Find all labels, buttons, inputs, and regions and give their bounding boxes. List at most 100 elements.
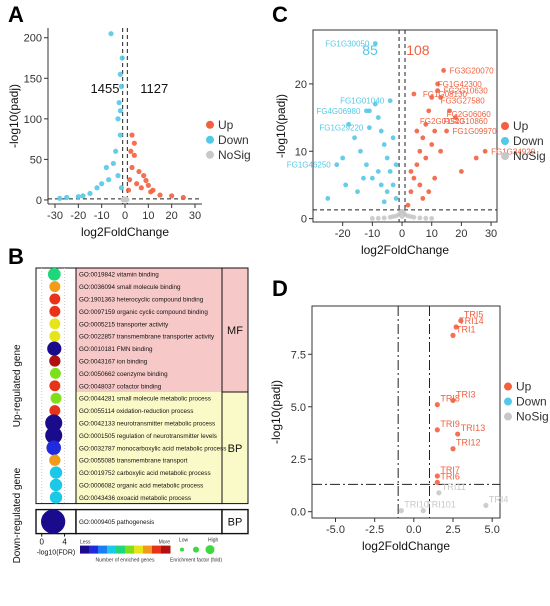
panel-b-bubble — [49, 454, 61, 466]
panel-c-y-tick-label: 20 — [295, 79, 307, 91]
panel-c-point-down — [375, 115, 381, 120]
panel-d-point-up — [455, 431, 461, 437]
panel-c-point-up — [423, 155, 429, 161]
panel-a-x-tick-label: -30 — [47, 210, 63, 222]
panel-a-x-axis-title: log2FoldChange — [81, 225, 169, 239]
panel-d-x-tick-label: -5.0 — [326, 524, 345, 536]
panel-d-x-axis-title: log2FoldChange — [362, 539, 450, 553]
panel-c-point-up — [453, 115, 458, 120]
panel-c-legend-label-up: Up — [513, 119, 529, 133]
panel-a-point-up — [138, 185, 144, 191]
panel-b-bubble — [45, 414, 63, 432]
panel-a-point-down — [64, 194, 70, 201]
panel-a-x-tick-label: -20 — [70, 210, 86, 222]
panel-b-size-legend-low: Low — [179, 538, 189, 544]
panel-c-y-tick-label: 10 — [295, 146, 307, 158]
panel-d-point-label: TRI4 — [489, 494, 509, 504]
panel-c-gene-label: FG1G01040 — [340, 97, 385, 106]
panel-a-y-tick-label: 150 — [24, 73, 42, 85]
panel-c-point-up — [432, 175, 438, 181]
panel-b-colorbar-segment — [80, 545, 90, 554]
panel-a-legend-swatch-up — [206, 120, 214, 129]
panel-a-point-down — [118, 83, 125, 89]
panel-c-point-up — [408, 189, 414, 195]
panel-b-bubble — [50, 392, 62, 404]
panel-d-point-label: TRI1 — [456, 324, 476, 334]
panel-c-point-down — [381, 142, 387, 147]
panel-c-point-up — [438, 94, 444, 100]
panel-b-group-label: BP — [228, 517, 243, 529]
panel-c-gene-label: FG2G10630 — [444, 87, 489, 96]
panel-d-point-up — [434, 479, 440, 485]
panel-c-point-nosig — [417, 215, 423, 221]
panel-b-term-label: GO:0042133 neurotransmitter metabolic pr… — [79, 421, 215, 428]
panel-b-colorbar-segment — [107, 545, 117, 554]
panel-a-point-up — [127, 177, 133, 183]
panel-a-point-down — [57, 195, 63, 201]
panel-b-x-tick-label: 4 — [62, 538, 67, 547]
panel-c-point-up — [420, 196, 426, 201]
panel-c-point-down — [387, 169, 393, 174]
panel-b-term-label: GO:0009405 pathogenesis — [79, 519, 154, 526]
panel-c-point-up — [444, 128, 449, 134]
panel-d-legend-swatch-nosig — [504, 412, 512, 421]
panel-b-bubble — [49, 330, 61, 342]
panel-c-point-down — [358, 148, 363, 154]
panel-b-bubble — [49, 380, 61, 392]
panel-c-point-up — [429, 94, 435, 100]
panel-c-gene-label: FG1G09970 — [453, 127, 498, 136]
panel-c-point-down — [343, 182, 349, 188]
panel-d-point-nosig — [420, 508, 426, 514]
panel-c-point-nosig — [408, 214, 414, 220]
panel-b-size-legend-dot — [205, 545, 215, 555]
panel-c-point-up — [473, 155, 479, 161]
panel-c-point-up — [426, 108, 432, 114]
panel-a-up-count: 1127 — [140, 81, 168, 96]
panel-a-point-down — [117, 132, 123, 138]
panel-a-point-down — [99, 181, 105, 187]
panel-b-term-label: GO:0005215 transporter activity — [79, 321, 169, 328]
panel-a-point-up — [169, 193, 175, 199]
panel-b-bubble — [49, 281, 61, 293]
panel-c-down-count: 85 — [362, 42, 378, 58]
panel-b-mf-band — [76, 268, 222, 392]
panel-a-point-down — [106, 177, 112, 183]
panel-a-down-count: 1455 — [91, 81, 120, 96]
panel-a-y-tick-label: 200 — [24, 33, 42, 45]
panel-d-point-label: TRI8 — [440, 394, 460, 404]
panel-b-bubble — [47, 341, 62, 356]
panel-d-legend-label-up: Up — [516, 380, 532, 394]
panel-c-gene-label: FG4G06980 — [316, 107, 361, 116]
panel-b-term-label: GO:0044281 small molecule metabolic proc… — [79, 396, 211, 403]
panel-a-point-down — [115, 173, 121, 179]
panel-c-point-nosig — [390, 214, 396, 220]
panel-b-colorbar-segment — [98, 545, 108, 554]
panel-b-colorbar-segment — [143, 545, 153, 554]
panel-c-point-up — [417, 182, 423, 188]
panel-c-x-tick-label: 10 — [426, 228, 438, 240]
panel-a-point-up — [148, 189, 154, 195]
panel-b-bp-band — [76, 392, 222, 504]
panel-b-down-section-title: Down-regulated gene — [12, 467, 23, 563]
panel-c-point-down — [381, 199, 387, 205]
panel-d-y-tick-label: 0.0 — [291, 507, 306, 519]
panel-a-point-up — [143, 177, 149, 184]
panel-a-point-down — [80, 193, 86, 199]
panel-c-point-nosig — [375, 215, 381, 221]
panel-a-legend-label-nosig: NoSig — [218, 148, 251, 162]
panel-d-point-up — [453, 324, 459, 330]
panel-b-term-label: GO:0036094 small molecule binding — [79, 284, 181, 291]
panel-a-point-up — [128, 148, 134, 154]
panel-b-bubble — [49, 305, 61, 317]
panel-a-x-tick-label: 20 — [166, 210, 178, 222]
panel-c-gene-label: FG1G42300 — [438, 80, 483, 89]
panel-d-point-label: TRI10 — [404, 500, 429, 510]
panel-c-point-down — [375, 169, 381, 174]
panel-b-group-label: BP — [228, 443, 243, 455]
panel-d-point-up — [450, 446, 456, 452]
panel-c-gene-label: FG3G27580 — [441, 97, 486, 106]
panel-c-point-down — [384, 189, 390, 195]
panel-c-point-up — [441, 68, 446, 73]
panel-b-x-tick-label: 0 — [39, 538, 44, 547]
